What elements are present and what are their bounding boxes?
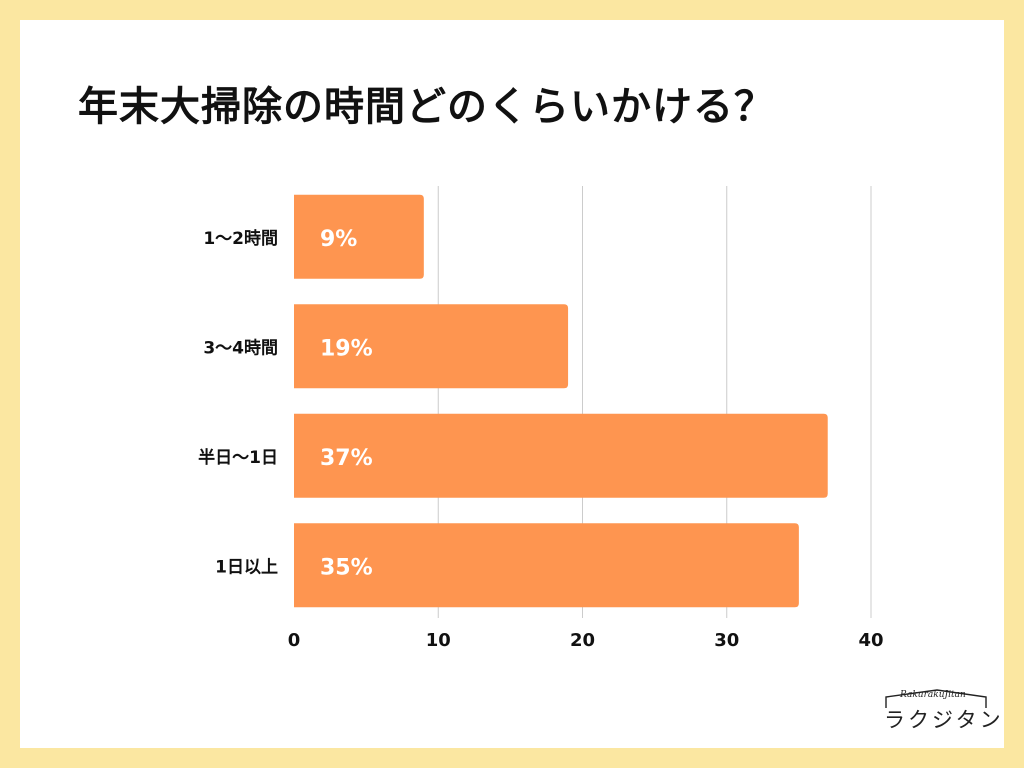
bar-chart: 9% 1〜2時間 19% 3〜4時間 37% 半日〜1日 35% 1日以上 0 10 20 30 40	[198, 186, 884, 651]
x-tick-label: 20	[570, 630, 595, 651]
bar	[294, 523, 799, 608]
chart-card: 年末大掃除の時間どのくらいかける？ 9% 1〜2時間 19% 3〜4時間 37% 半日〜1…	[20, 20, 1004, 748]
bar-value-label: 35%	[320, 555, 373, 580]
bar-value-label: 9%	[320, 227, 357, 252]
category-label: 1〜2時間	[203, 228, 278, 249]
x-tick-label: 10	[426, 630, 451, 651]
bar	[294, 194, 424, 279]
logo-subtitle: RakurakuJitan	[900, 690, 966, 700]
house-roof-icon	[885, 689, 987, 708]
logo-wordmark: ラクジタン	[884, 708, 1004, 732]
x-tick-label: 30	[714, 630, 739, 651]
category-label: 3〜4時間	[203, 337, 278, 358]
bar-value-label: 37%	[320, 446, 373, 471]
category-label: 1日以上	[215, 557, 278, 577]
chart-title: 年末大掃除の時間どのくらいかける？	[78, 84, 775, 130]
bar	[294, 304, 569, 389]
x-tick-label: 40	[858, 630, 883, 651]
brand-logo: RakurakuJitan ラクジタン	[882, 688, 1001, 738]
bar-value-label: 19%	[320, 336, 373, 361]
category-label: 半日〜1日	[198, 447, 278, 468]
x-tick-label: 0	[288, 630, 301, 651]
bar	[294, 413, 828, 498]
